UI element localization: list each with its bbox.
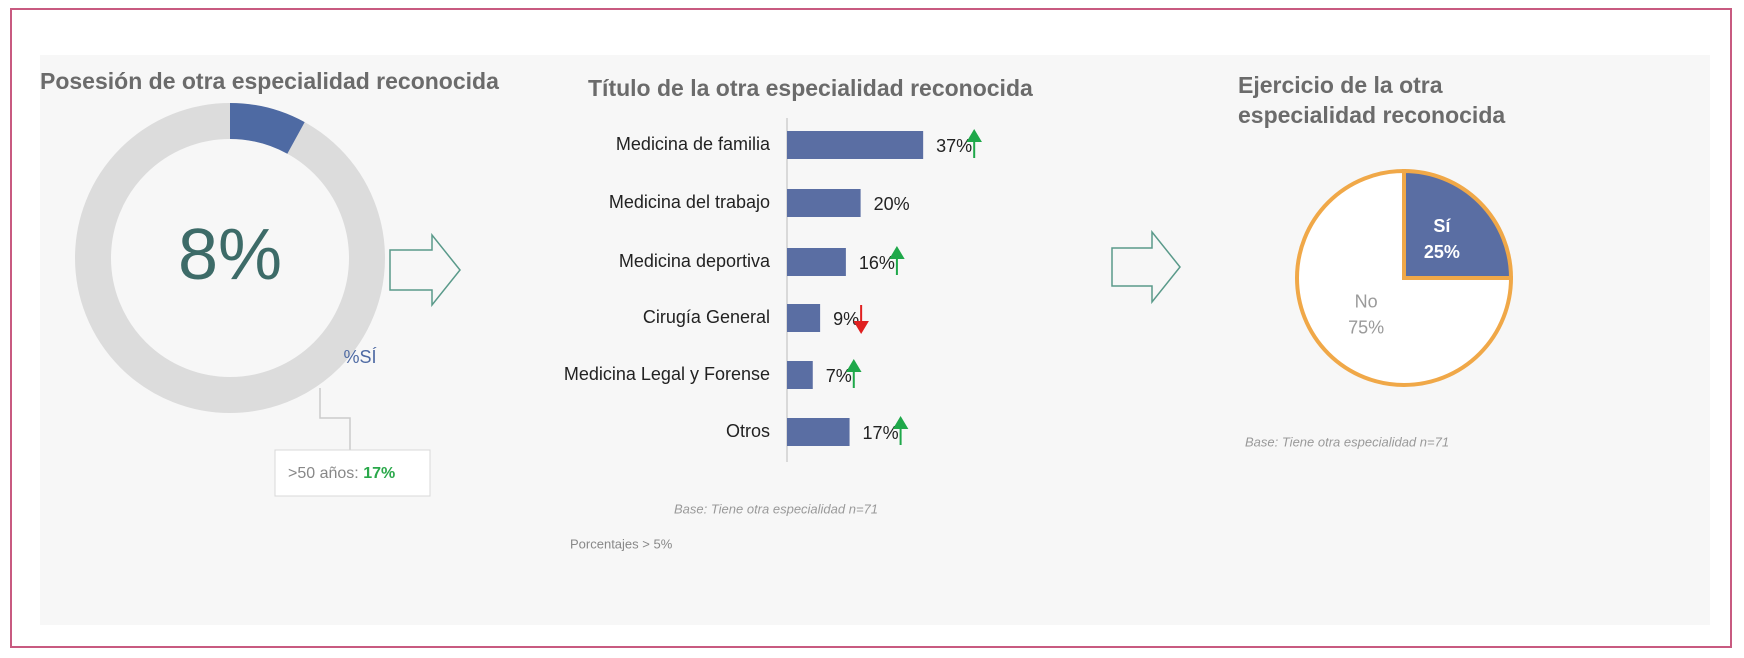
bar — [787, 361, 813, 389]
value-label: 20% — [874, 194, 910, 214]
center-label: 8% — [178, 215, 282, 295]
slice-value: 75% — [1348, 318, 1384, 338]
flow-arrow — [389, 232, 461, 308]
category-label: Medicina Legal y Forense — [564, 364, 770, 384]
connector — [319, 388, 351, 450]
donut-segment — [230, 103, 305, 154]
slice-name: No — [1355, 292, 1378, 312]
bar-title: Título de la otra especialidad reconocid… — [588, 75, 1033, 101]
note: Base: Tiene otra especialidad n=71 — [1245, 434, 1449, 449]
category-label: Cirugía General — [643, 307, 770, 327]
bar — [787, 189, 861, 217]
value-label: 9% — [833, 309, 859, 329]
annotation: >50 años: 17% — [288, 465, 395, 482]
trend-arrow — [846, 359, 862, 388]
pie-slice — [1402, 168, 1514, 280]
frame — [10, 8, 1732, 648]
trend-arrow — [966, 129, 982, 158]
value-label: 7% — [826, 366, 852, 386]
bar — [787, 418, 850, 446]
category-label: Medicina de familia — [616, 134, 771, 154]
bar — [787, 248, 846, 276]
footnote: Porcentajes > 5% — [570, 536, 673, 551]
flow-arrow — [1111, 229, 1181, 305]
annotation-value: 17% — [363, 465, 395, 482]
trend-arrow — [853, 305, 869, 334]
value-label: 37% — [936, 136, 972, 156]
pie-slice — [1295, 168, 1514, 387]
pie-title: Ejercicio de la otra especialidad recono… — [1238, 72, 1506, 128]
category-label: Medicina deportiva — [619, 251, 771, 271]
category-label: Medicina del trabajo — [609, 192, 770, 212]
category-label: Otros — [726, 421, 770, 441]
bar — [787, 131, 924, 159]
donut-title: Posesión de otra especialidad reconocida — [40, 68, 499, 94]
trend-arrow — [892, 416, 909, 445]
value-label: 17% — [863, 423, 899, 443]
annotation-text: >50 años: — [288, 465, 359, 482]
note: Base: Tiene otra especialidad n=71 — [674, 501, 878, 516]
slice-value: 25% — [1424, 242, 1460, 262]
slice-name: Sí — [1433, 216, 1451, 236]
annotation-box — [274, 449, 431, 497]
value-label: 16% — [859, 253, 895, 273]
bar — [787, 304, 821, 332]
series-label: %SÍ — [343, 347, 376, 367]
trend-arrow — [889, 246, 905, 275]
